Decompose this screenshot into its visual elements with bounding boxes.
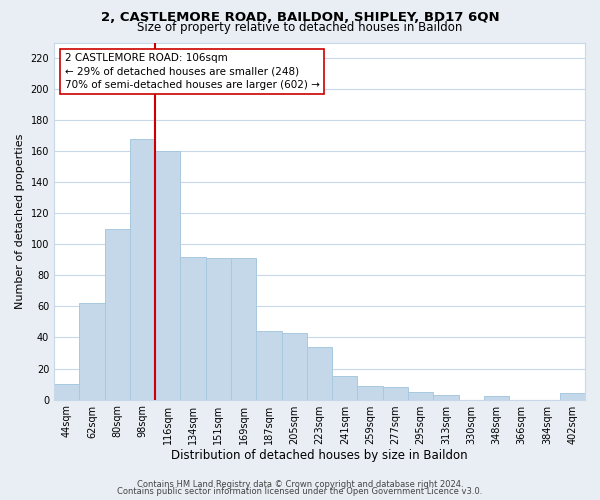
X-axis label: Distribution of detached houses by size in Baildon: Distribution of detached houses by size … [171, 450, 468, 462]
Text: Contains public sector information licensed under the Open Government Licence v3: Contains public sector information licen… [118, 487, 482, 496]
Text: 2 CASTLEMORE ROAD: 106sqm
← 29% of detached houses are smaller (248)
70% of semi: 2 CASTLEMORE ROAD: 106sqm ← 29% of detac… [65, 53, 320, 90]
Bar [54, 384, 79, 400]
Y-axis label: Number of detached properties: Number of detached properties [15, 134, 25, 308]
Bar [130, 139, 155, 400]
Bar [104, 229, 130, 400]
Bar [256, 332, 281, 400]
Bar [79, 304, 104, 400]
Bar [484, 396, 509, 400]
Bar [433, 395, 458, 400]
Bar [281, 333, 307, 400]
Text: Contains HM Land Registry data © Crown copyright and database right 2024.: Contains HM Land Registry data © Crown c… [137, 480, 463, 489]
Bar [560, 394, 585, 400]
Bar [332, 376, 358, 400]
Text: 2, CASTLEMORE ROAD, BAILDON, SHIPLEY, BD17 6QN: 2, CASTLEMORE ROAD, BAILDON, SHIPLEY, BD… [101, 11, 499, 24]
Bar [383, 387, 408, 400]
Bar [307, 347, 332, 400]
Bar [181, 257, 206, 400]
Bar [231, 258, 256, 400]
Bar [155, 151, 181, 400]
Bar [408, 392, 433, 400]
Bar [206, 258, 231, 400]
Bar [358, 386, 383, 400]
Text: Size of property relative to detached houses in Baildon: Size of property relative to detached ho… [137, 22, 463, 35]
